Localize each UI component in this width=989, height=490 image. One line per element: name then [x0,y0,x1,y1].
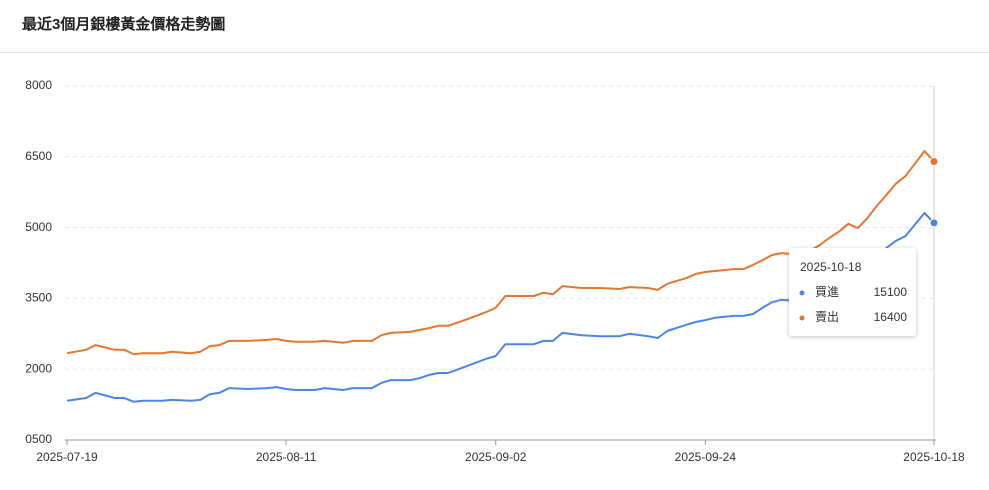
tooltip-series-name: 買進 [815,285,839,299]
chart-title: 最近3個月銀樓黃金價格走勢圖 [22,16,226,33]
tooltip-date: 2025-10-18 [800,260,862,274]
header-separator [0,52,989,53]
x-tick-label: 2025-09-24 [675,450,737,464]
x-tick-label: 2025-08-11 [256,450,317,464]
x-tick-label: 2025-10-18 [903,450,965,464]
y-tick-label: 6500 [25,149,52,163]
tooltip-swatch [799,315,805,321]
y-tick-label: 0500 [25,432,52,446]
x-tick-label: 2025-09-02 [465,450,527,464]
tooltip: 2025-10-18 買進 15100 賣出 16400 [789,248,916,336]
tooltip-value: 15100 [874,285,908,299]
y-tick-label: 8000 [25,78,52,92]
tooltip-value: 16400 [874,310,908,324]
x-tick-label: 2025-07-19 [36,450,98,464]
tooltip-box [789,248,916,336]
y-tick-label: 3500 [25,291,52,305]
y-tick-label: 5000 [25,220,52,234]
tooltip-series-name: 賣出 [815,309,839,324]
y-tick-label: 2000 [25,361,52,375]
hover-point [929,157,939,167]
tooltip-swatch [799,290,805,296]
hover-point [929,218,939,228]
